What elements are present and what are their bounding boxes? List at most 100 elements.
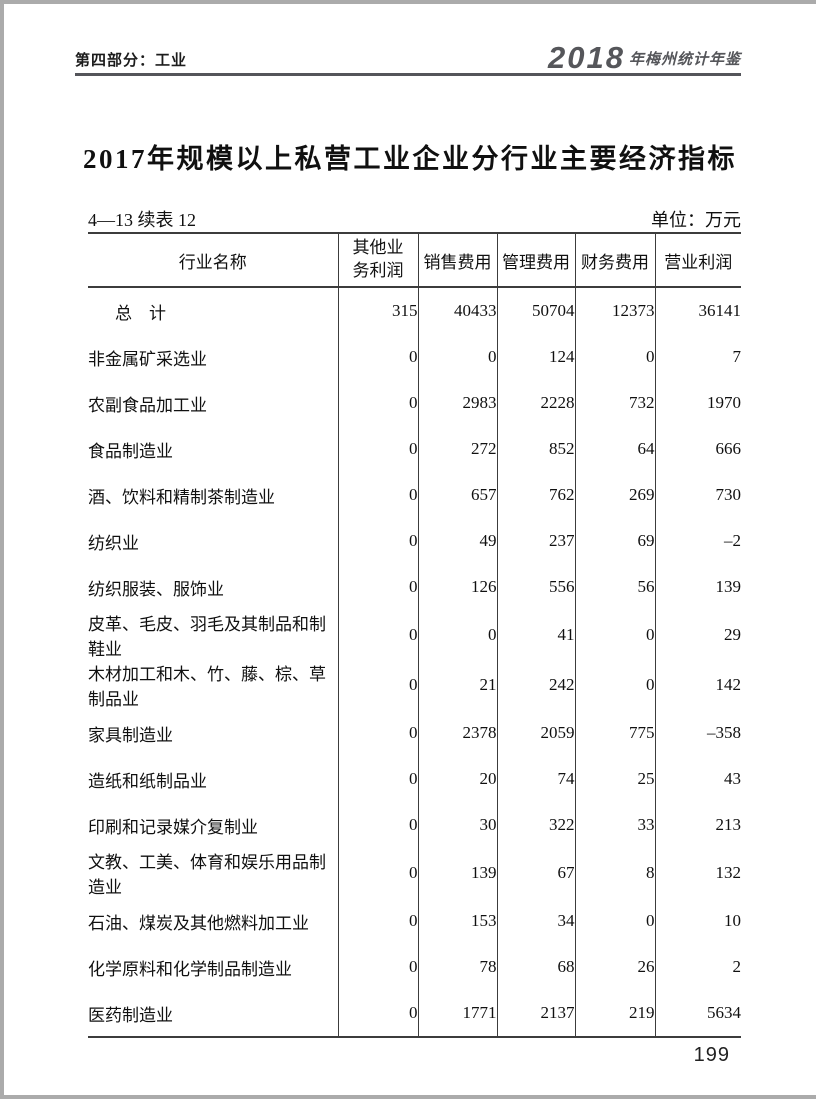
operating-profit-cell: 10: [724, 911, 741, 930]
selling-expenses-cell: 49: [418, 518, 498, 564]
industry-name-cell: 文教、工美、体育和娱乐用品制造业: [88, 848, 339, 898]
operating-profit-cell: 43: [724, 769, 741, 788]
table-meta-row: 4—13 续表 12 单位：万元: [88, 206, 741, 232]
running-head: 第四部分：工业 2018 年梅州统计年鉴: [75, 40, 741, 76]
table-row: 纺织业 0 49 237 69 –2: [88, 518, 741, 564]
table-row: 总 计 315 40433 50704 12373 36141: [88, 287, 741, 334]
other-business-profit-cell: 0: [338, 334, 419, 380]
financial-expenses-cell: 219: [575, 990, 656, 1037]
operating-profit-cell: 36141: [698, 301, 742, 320]
column-header-label: 销售费用: [423, 252, 492, 272]
yearbook-brand: 2018 年梅州统计年鉴: [548, 40, 741, 75]
other-business-profit-cell: 0: [338, 944, 419, 990]
financial-expenses-cell: 0: [575, 898, 656, 944]
management-expenses-cell: 34: [497, 898, 576, 944]
operating-profit-cell: 7: [732, 347, 742, 366]
operating-profit-cell: 142: [715, 675, 742, 694]
other-business-profit-cell: 0: [338, 990, 419, 1037]
financial-expenses-cell: 69: [575, 518, 656, 564]
statistics-table: 行业名称 其他业务利润 销售费用 管理费用 财务费用 营业利润: [88, 232, 741, 1038]
selling-expenses-cell: 20: [418, 756, 498, 802]
financial-expenses-cell: 33: [575, 802, 656, 848]
page-number: 199: [693, 1044, 730, 1066]
management-expenses-cell: 556: [497, 564, 576, 610]
operating-profit-cell: 132: [715, 863, 742, 882]
industry-name-cell: 总 计: [88, 287, 339, 334]
industry-name-cell: 造纸和纸制品业: [88, 756, 339, 802]
management-expenses-cell: 762: [497, 472, 576, 518]
other-business-profit-cell: 315: [338, 287, 419, 334]
industry-name-cell: 纺织业: [88, 518, 339, 564]
management-expenses-cell: 124: [497, 334, 576, 380]
management-expenses-cell: 68: [497, 944, 576, 990]
management-expenses-cell: 242: [497, 660, 576, 710]
operating-profit-cell: 2: [732, 957, 742, 976]
other-business-profit-cell: 0: [338, 848, 419, 898]
management-expenses-cell: 852: [497, 426, 576, 472]
other-business-profit-cell: 0: [338, 898, 419, 944]
table-row: 印刷和记录媒介复制业 0 30 322 33 213: [88, 802, 741, 848]
page-title: 2017年规模以上私营工业企业分行业主要经济指标: [83, 144, 737, 174]
selling-expenses-cell: 139: [418, 848, 498, 898]
selling-expenses-cell: 657: [418, 472, 498, 518]
column-header-label: 管理费用: [502, 252, 570, 272]
yearbook-name: 年梅州统计年鉴: [628, 51, 741, 68]
industry-name-cell: 农副食品加工业: [88, 380, 339, 426]
yearbook-year: 2018: [548, 40, 625, 75]
table-row: 皮革、毛皮、羽毛及其制品和制鞋业 0 0 41 0 29: [88, 610, 741, 660]
financial-expenses-cell: 775: [575, 710, 656, 756]
management-expenses-cell: 41: [497, 610, 576, 660]
selling-expenses-cell: 2378: [418, 710, 498, 756]
financial-expenses-cell: 732: [575, 380, 656, 426]
other-business-profit-cell: 0: [338, 472, 419, 518]
other-business-profit-cell: 0: [338, 518, 419, 564]
management-expenses-cell: 74: [497, 756, 576, 802]
selling-expenses-cell: 78: [418, 944, 498, 990]
operating-profit-cell: 666: [715, 439, 742, 458]
column-header-label: 行业名称: [178, 252, 247, 272]
selling-expenses-cell: 21: [418, 660, 498, 710]
management-expenses-cell: 322: [497, 802, 576, 848]
management-expenses-cell: 67: [497, 848, 576, 898]
operating-profit-cell: 5634: [707, 1003, 741, 1022]
other-business-profit-cell: 0: [338, 660, 419, 710]
management-expenses-cell: 237: [497, 518, 576, 564]
table-row: 纺织服装、服饰业 0 126 556 56 139: [88, 564, 741, 610]
operating-profit-cell: 139: [715, 577, 742, 596]
table-row: 石油、煤炭及其他燃料加工业 0 153 34 0 10: [88, 898, 741, 944]
column-header-other-business-profit: 其他业务利润: [338, 233, 419, 288]
selling-expenses-cell: 30: [418, 802, 498, 848]
industry-name-cell: 家具制造业: [88, 710, 339, 756]
financial-expenses-cell: 0: [575, 660, 656, 710]
industry-name-cell: 印刷和记录媒介复制业: [88, 802, 339, 848]
operating-profit-cell: –2: [724, 531, 741, 550]
operating-profit-cell: 1970: [707, 393, 741, 412]
table-row: 家具制造业 0 2378 2059 775 –358: [88, 710, 741, 756]
industry-name-cell: 医药制造业: [88, 990, 339, 1037]
financial-expenses-cell: 25: [575, 756, 656, 802]
industry-name-cell: 皮革、毛皮、羽毛及其制品和制鞋业: [88, 610, 339, 660]
industry-name-cell: 食品制造业: [88, 426, 339, 472]
table-row: 文教、工美、体育和娱乐用品制造业 0 139 67 8 132: [88, 848, 741, 898]
other-business-profit-cell: 0: [338, 756, 419, 802]
other-business-profit-cell: 0: [338, 564, 419, 610]
selling-expenses-cell: 272: [418, 426, 498, 472]
table-row: 木材加工和木、竹、藤、棕、草制品业 0 21 242 0 142: [88, 660, 741, 710]
financial-expenses-cell: 26: [575, 944, 656, 990]
industry-name-cell: 酒、饮料和精制茶制造业: [88, 472, 339, 518]
industry-name-cell: 非金属矿采选业: [88, 334, 339, 380]
selling-expenses-cell: 40433: [418, 287, 498, 334]
table-row: 非金属矿采选业 0 0 124 0 7: [88, 334, 741, 380]
operating-profit-cell: 730: [715, 485, 742, 504]
financial-expenses-cell: 64: [575, 426, 656, 472]
selling-expenses-cell: 126: [418, 564, 498, 610]
column-header-operating-profit: 营业利润: [655, 233, 741, 288]
selling-expenses-cell: 153: [418, 898, 498, 944]
other-business-profit-cell: 0: [338, 380, 419, 426]
column-header-selling-expenses: 销售费用: [418, 233, 498, 288]
industry-name-cell: 纺织服装、服饰业: [88, 564, 339, 610]
financial-expenses-cell: 269: [575, 472, 656, 518]
column-header-financial-expenses: 财务费用: [575, 233, 656, 288]
column-header-label: 财务费用: [581, 252, 649, 272]
